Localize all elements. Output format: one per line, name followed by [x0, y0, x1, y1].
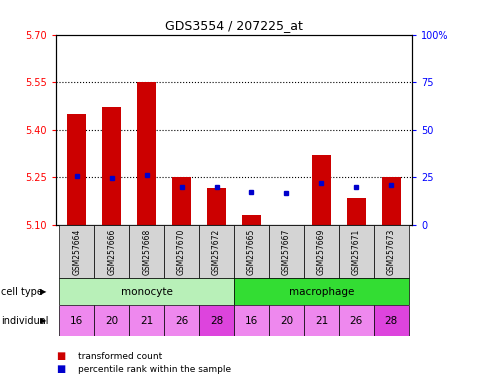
Bar — [303, 225, 338, 278]
Text: 20: 20 — [279, 316, 292, 326]
Text: monocyte: monocyte — [121, 287, 172, 297]
Text: cell type: cell type — [1, 287, 43, 297]
Text: GSM257673: GSM257673 — [386, 229, 395, 275]
Text: GSM257670: GSM257670 — [177, 229, 186, 275]
Text: individual: individual — [1, 316, 48, 326]
Bar — [59, 278, 234, 305]
Text: 20: 20 — [105, 316, 118, 326]
Bar — [381, 177, 400, 225]
Bar — [59, 225, 94, 278]
Bar — [59, 305, 94, 336]
Bar — [234, 278, 408, 305]
Bar — [373, 305, 408, 336]
Title: GDS3554 / 207225_at: GDS3554 / 207225_at — [165, 19, 302, 32]
Bar — [303, 305, 338, 336]
Text: 16: 16 — [244, 316, 257, 326]
Text: GSM257669: GSM257669 — [316, 229, 325, 275]
Bar — [311, 155, 330, 225]
Bar — [94, 305, 129, 336]
Text: ■: ■ — [56, 351, 65, 361]
Bar — [102, 108, 121, 225]
Bar — [129, 225, 164, 278]
Text: transformed count: transformed count — [77, 352, 162, 361]
Bar — [172, 177, 191, 225]
Bar — [198, 225, 234, 278]
Text: ■: ■ — [56, 364, 65, 374]
Text: ▶: ▶ — [40, 287, 46, 296]
Text: 16: 16 — [70, 316, 83, 326]
Text: GSM257668: GSM257668 — [142, 229, 151, 275]
Text: GSM257672: GSM257672 — [212, 229, 221, 275]
Text: GSM257667: GSM257667 — [281, 229, 290, 275]
Text: macrophage: macrophage — [288, 287, 353, 297]
Bar — [164, 225, 198, 278]
Text: 26: 26 — [175, 316, 188, 326]
Text: GSM257665: GSM257665 — [246, 229, 256, 275]
Bar — [137, 82, 156, 225]
Bar — [207, 188, 226, 225]
Text: GSM257666: GSM257666 — [107, 229, 116, 275]
Bar — [234, 225, 269, 278]
Text: GSM257671: GSM257671 — [351, 229, 360, 275]
Bar — [242, 215, 260, 225]
Bar — [269, 305, 303, 336]
Text: 26: 26 — [349, 316, 362, 326]
Text: 28: 28 — [210, 316, 223, 326]
Bar — [67, 114, 86, 225]
Bar — [338, 225, 373, 278]
Bar — [346, 198, 365, 225]
Bar — [94, 225, 129, 278]
Bar — [198, 305, 234, 336]
Bar — [164, 305, 198, 336]
Text: 21: 21 — [140, 316, 153, 326]
Bar — [129, 305, 164, 336]
Bar — [269, 225, 303, 278]
Text: GSM257664: GSM257664 — [72, 229, 81, 275]
Bar — [234, 305, 269, 336]
Text: 21: 21 — [314, 316, 327, 326]
Text: percentile rank within the sample: percentile rank within the sample — [77, 365, 230, 374]
Text: 28: 28 — [384, 316, 397, 326]
Text: ▶: ▶ — [40, 316, 46, 325]
Bar — [338, 305, 373, 336]
Bar — [373, 225, 408, 278]
